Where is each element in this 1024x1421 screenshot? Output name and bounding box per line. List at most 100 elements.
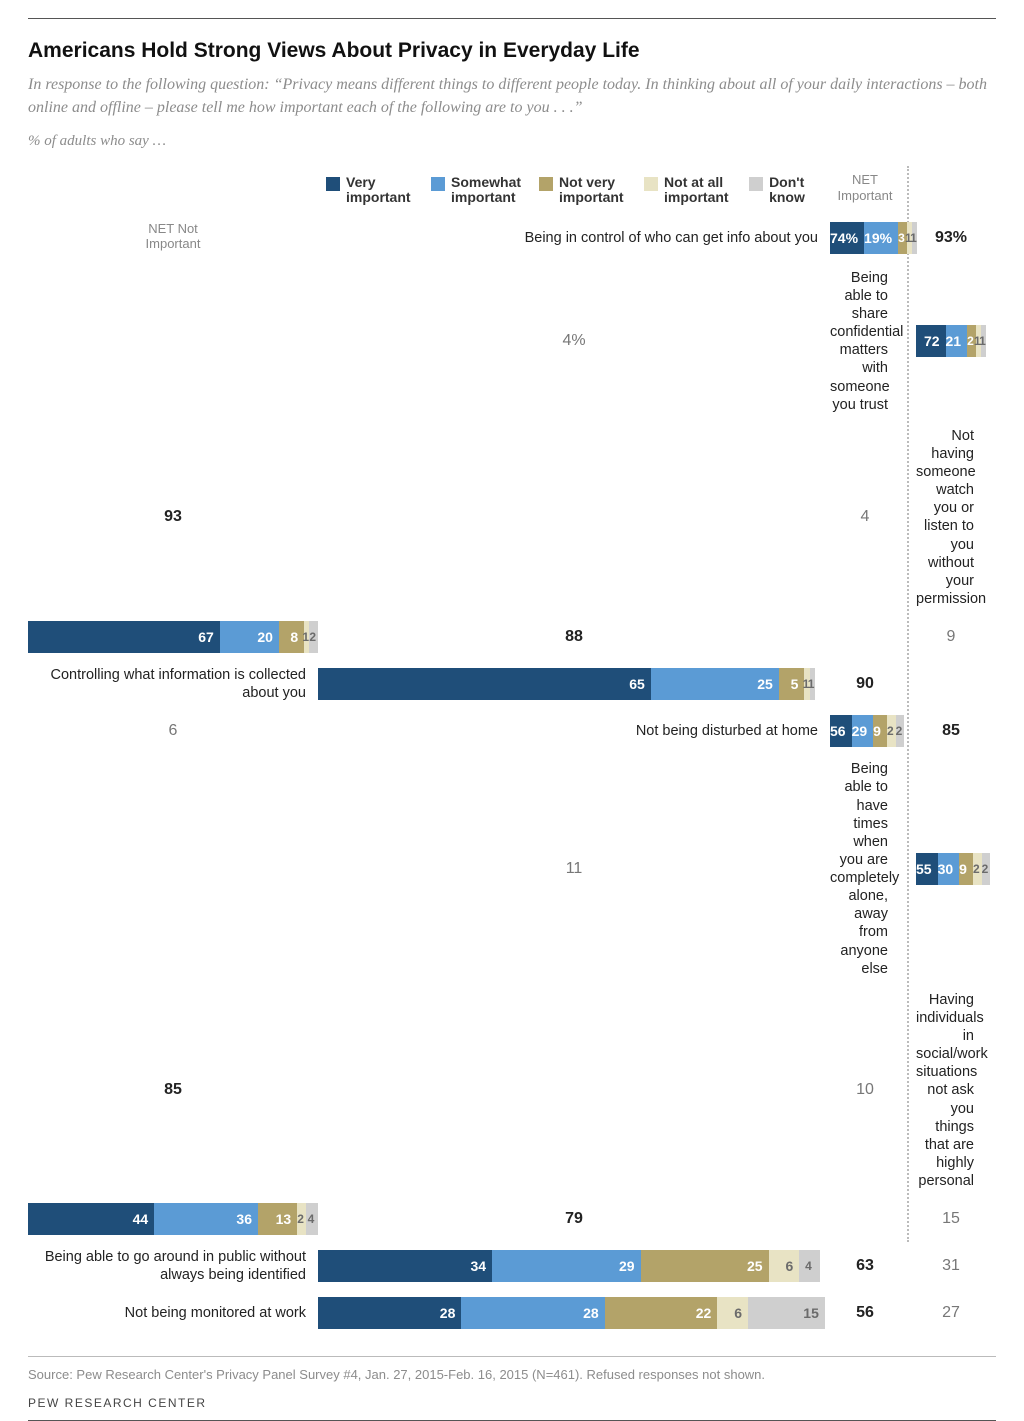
bar-seg-very: 74%: [830, 222, 864, 254]
net-separator: [907, 166, 909, 1242]
bar-seg-somewhat: 21: [946, 325, 968, 357]
bar-track: 6720812: [28, 621, 318, 653]
bar-seg-dontknow: 1: [810, 668, 815, 700]
legend-swatch: [326, 177, 340, 191]
row-label: Not being monitored at work: [28, 1304, 318, 1322]
bar-track: 5530922: [916, 853, 986, 885]
legend-swatch: [431, 177, 445, 191]
legend-label: Somewhat important: [451, 175, 521, 206]
bar-seg-notvery: 9: [873, 715, 887, 747]
bar-seg-notvery: 5: [779, 668, 805, 700]
chart-subtitle: In response to the following question: “…: [28, 73, 996, 119]
row-label: Not having someone watch you or listen t…: [916, 427, 986, 608]
top-rule: [28, 18, 996, 19]
net-important-value: 85: [28, 1081, 318, 1099]
bar-seg-dontknow: 1: [981, 325, 986, 357]
source-rule: Source: Pew Research Center's Privacy Pa…: [28, 1356, 996, 1410]
net-important-value: 93%: [916, 229, 986, 247]
bar-track: 7221211: [916, 325, 986, 357]
legend-label: Not at all important: [664, 175, 731, 206]
bar-seg-very: 56: [830, 715, 852, 747]
legend: Very important Somewhat important Not very…: [318, 175, 830, 206]
net-not-important-value: 31: [916, 1257, 986, 1275]
chart-note: % of adults who say …: [28, 133, 996, 150]
net-important-value: 79: [318, 1210, 830, 1228]
legend-swatch: [644, 177, 658, 191]
legend-item-dontknow: Don't know: [749, 175, 830, 206]
bar-seg-dontknow: 2: [309, 621, 318, 653]
bar-seg-notatall: 6: [717, 1297, 748, 1329]
bar-seg-very: 67: [28, 621, 220, 653]
bar-track: 44361324: [28, 1203, 318, 1235]
bar-track: 34292564: [318, 1250, 830, 1282]
net-important-value: 93: [28, 508, 318, 526]
net-important-value: 90: [830, 675, 900, 693]
row-label: Being able to go around in public withou…: [28, 1248, 318, 1284]
legend-item-somewhat: Somewhat important: [431, 175, 521, 206]
net-not-important-value: 6: [28, 722, 318, 740]
bar-seg-somewhat: 25: [651, 668, 779, 700]
bar-track: 74%19%311: [830, 222, 900, 254]
legend-swatch: [749, 177, 763, 191]
bar-seg-very: 65: [318, 668, 651, 700]
net-not-important-value: 15: [916, 1210, 986, 1228]
legend-label: Very important: [346, 175, 413, 206]
bar-seg-very: 55: [916, 853, 938, 885]
row-label: Being in control of who can get info abo…: [318, 229, 830, 247]
bar-seg-somewhat: 19%: [864, 222, 898, 254]
source-text: Source: Pew Research Center's Privacy Pa…: [28, 1367, 996, 1382]
bar-seg-notatall: 2: [297, 1203, 306, 1235]
bar-seg-dontknow: 15: [748, 1297, 825, 1329]
net-important-header: NETImportant: [830, 172, 900, 207]
net-important-value: 85: [916, 722, 986, 740]
bar-seg-somewhat: 36: [154, 1203, 258, 1235]
bar-track: 6525511: [318, 668, 830, 700]
net-not-important-value: 9: [916, 628, 986, 646]
bar-seg-dontknow: 4: [799, 1250, 819, 1282]
bar-seg-dontknow: 4: [306, 1203, 318, 1235]
bar-track: 5629922: [830, 715, 900, 747]
net-important-value: 88: [318, 628, 830, 646]
bar-seg-notvery: 8: [279, 621, 304, 653]
row-label: Being able to share confidential matters…: [830, 269, 900, 414]
legend-item-notvery: Not very important: [539, 175, 626, 206]
row-label: Not being disturbed at home: [318, 722, 830, 740]
bar-seg-dontknow: 2: [982, 853, 991, 885]
row-label: Being able to have times when you are co…: [830, 760, 900, 978]
net-important-value: 63: [830, 1257, 900, 1275]
bar-seg-notvery: 25: [641, 1250, 769, 1282]
bar-seg-somewhat: 29: [852, 715, 874, 747]
chart-title: Americans Hold Strong Views About Privac…: [28, 39, 996, 63]
net-not-important-header: NET NotImportant: [28, 221, 318, 256]
legend-item-very: Very important: [326, 175, 413, 206]
legend-label: Not very important: [559, 175, 626, 206]
net-not-important-value: 27: [916, 1304, 986, 1322]
legend-item-notatall: Not at all important: [644, 175, 731, 206]
attribution-text: PEW RESEARCH CENTER: [28, 1396, 996, 1410]
bar-seg-somewhat: 20: [220, 621, 279, 653]
bar-seg-notatall: 2: [973, 853, 982, 885]
net-not-important-value: 4: [830, 508, 900, 526]
bar-seg-notvery: 22: [605, 1297, 718, 1329]
bar-seg-very: 44: [28, 1203, 154, 1235]
bar-seg-somewhat: 30: [938, 853, 960, 885]
bar-track: 282822615: [318, 1297, 830, 1329]
bar-seg-very: 28: [318, 1297, 461, 1329]
bar-seg-somewhat: 28: [461, 1297, 604, 1329]
row-label: Controlling what information is collecte…: [28, 666, 318, 702]
net-important-value: 56: [830, 1304, 900, 1322]
bar-seg-dontknow: 2: [896, 715, 905, 747]
net-not-important-value: 4%: [318, 332, 830, 350]
legend-swatch: [539, 177, 553, 191]
net-not-important-value: 11: [318, 860, 830, 878]
bar-seg-very: 72: [916, 325, 946, 357]
bar-seg-somewhat: 29: [492, 1250, 640, 1282]
bar-seg-notvery: 13: [258, 1203, 297, 1235]
row-label: Having individuals in social/work situat…: [916, 991, 986, 1190]
bar-seg-notvery: 9: [959, 853, 973, 885]
bar-seg-notatall: 2: [887, 715, 896, 747]
stacked-bar-chart: Very important Somewhat important Not very…: [28, 172, 996, 1342]
bar-seg-notatall: 6: [769, 1250, 800, 1282]
bar-seg-very: 34: [318, 1250, 492, 1282]
net-not-important-value: 10: [830, 1081, 900, 1099]
